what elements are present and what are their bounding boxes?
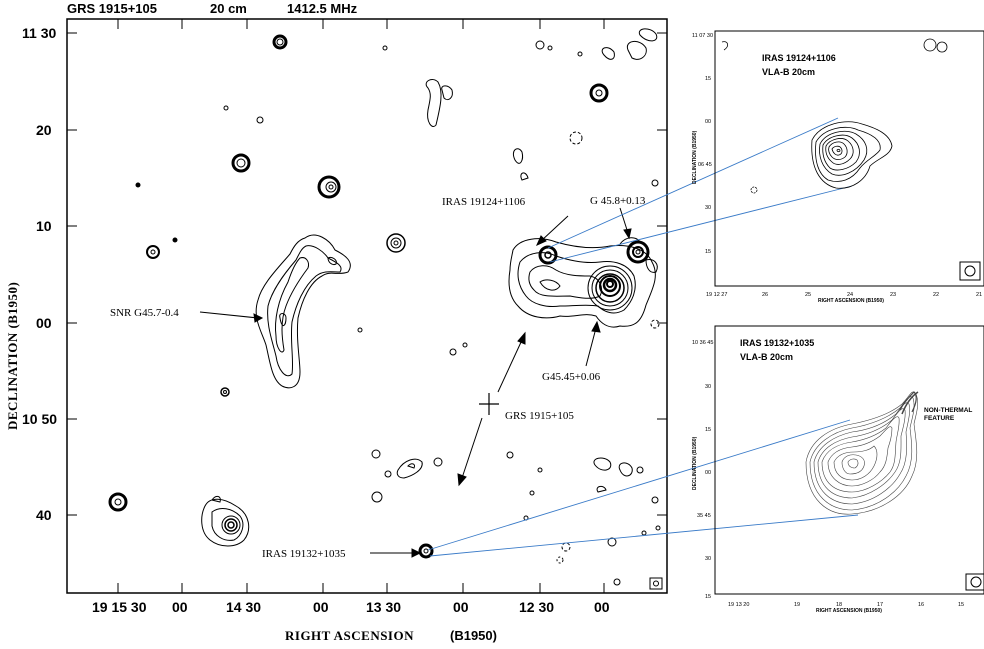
- noise-contours: [135, 40, 661, 586]
- inset-top-x-tick: 22: [933, 292, 939, 298]
- y-tick-label: 10 50: [22, 411, 57, 427]
- beam-ellipse: [653, 580, 659, 587]
- extended-source: [425, 28, 658, 493]
- beam-box: [649, 577, 663, 590]
- inset-top-x-tick: 26: [762, 292, 768, 298]
- inset-top-title: IRAS 19124+1106: [762, 53, 836, 63]
- contour-map: [108, 28, 661, 586]
- y-tick-label: 11 30: [22, 25, 56, 41]
- inset-top-x-tick: 19 12 27: [706, 292, 727, 298]
- compact-source: [220, 387, 230, 397]
- inset-bottom-x-tick: 19 13 20: [728, 602, 749, 608]
- inset-top-y-tick: 11 07 30: [692, 33, 713, 39]
- inset-bottom-y-tick: 35 45: [697, 513, 711, 519]
- snr-g45-7-shell: [255, 234, 351, 389]
- x-tick-label: 13 30: [366, 599, 401, 615]
- inset-bottom-feature-label: NON-THERMAL: [924, 407, 972, 414]
- inset-bottom-y-label: DECLINATION (B1950): [692, 436, 698, 490]
- inset-bottom-x-tick: 16: [918, 602, 924, 608]
- header-source: GRS 1915+105: [67, 1, 157, 16]
- annotation-arrows: [199, 207, 632, 558]
- inset-bottom-y-tick: 15: [705, 594, 711, 600]
- label-g45-8: G 45.8+0.13: [590, 195, 646, 207]
- compact-source: [589, 83, 609, 103]
- inset-bottom-x-tick: 17: [877, 602, 883, 608]
- inset-bottom-x-label: RIGHT ASCENSION (B1950): [816, 608, 882, 614]
- g45-complex: [508, 237, 658, 328]
- inset-bottom-title: IRAS 19132+1035: [740, 338, 814, 348]
- inset-top-y-tick: 15: [705, 76, 711, 82]
- compact-source: [108, 492, 128, 512]
- zoom-links: [427, 117, 859, 557]
- y-tick-label: 40: [36, 507, 52, 523]
- label-iras19132: IRAS 19132+1035: [262, 548, 346, 560]
- extended-source-sw: [201, 495, 250, 547]
- label-g45-45: G45.45+0.06: [542, 371, 601, 383]
- inset-bottom-y-tick: 30: [705, 384, 711, 390]
- x-axis-epoch: (B1950): [450, 628, 497, 643]
- compact-source: [386, 233, 406, 253]
- inset-bottom-y-tick: 00: [705, 470, 711, 476]
- x-tick-label: 19 15 30: [92, 599, 147, 615]
- label-iras19124: IRAS 19124+1106: [442, 196, 526, 208]
- inset-bottom-contours: [805, 391, 919, 515]
- inset-top: IRAS 19124+1106 VLA-B 20cm 11 07 30 15 0…: [692, 30, 984, 304]
- x-tick-label: 00: [453, 599, 469, 615]
- inset-top-y-tick: 15: [705, 249, 711, 255]
- inset-top-y-tick: 00: [705, 119, 711, 125]
- inset-bottom-subtitle: VLA-B 20cm: [740, 352, 793, 362]
- compact-source: [146, 245, 160, 259]
- compact-source: [418, 543, 434, 559]
- x-axis-label: RIGHT ASCENSION: [285, 628, 414, 643]
- inset-bottom: IRAS 19132+1035 VLA-B 20cm NON-THERMAL F…: [692, 325, 984, 614]
- header-frequency: 1412.5 MHz: [287, 1, 358, 16]
- inset-top-x-tick: 21: [976, 292, 982, 298]
- inset-top-x-tick: 23: [890, 292, 896, 298]
- inset-top-y-label: DECLINATION (B1950): [692, 130, 698, 184]
- inset-bottom-x-tick: 15: [958, 602, 964, 608]
- compact-source: [317, 175, 341, 199]
- extended-source-chain: [396, 458, 423, 479]
- header-wavelength: 20 cm: [210, 1, 247, 16]
- compact-source: [272, 34, 288, 50]
- x-tick-label: 12 30: [519, 599, 554, 615]
- inset-top-x-tick: 24: [847, 292, 853, 298]
- inset-top-subtitle: VLA-B 20cm: [762, 67, 815, 77]
- label-snr: SNR G45.7-0.4: [110, 307, 179, 319]
- inset-bottom-y-tick: 10 36 45: [692, 340, 713, 346]
- y-tick-label: 10: [36, 218, 52, 234]
- y-tick-label: 00: [36, 315, 52, 331]
- x-tick-label: 00: [594, 599, 610, 615]
- inset-top-x-tick: 25: [805, 292, 811, 298]
- inset-top-x-label: RIGHT ASCENSION (B1950): [818, 298, 884, 304]
- x-tick-label: 14 30: [226, 599, 261, 615]
- compact-source: [231, 153, 251, 173]
- inset-bottom-y-tick: 30: [705, 556, 711, 562]
- main-x-ticks: [117, 19, 605, 593]
- y-tick-label: 20: [36, 122, 52, 138]
- main-y-ticks: [67, 32, 667, 516]
- y-axis-label: DECLINATION (B1950): [5, 282, 20, 430]
- inset-bottom-y-tick: 15: [705, 427, 711, 433]
- inset-bottom-x-tick: 18: [836, 602, 842, 608]
- grs-marker: [479, 393, 499, 415]
- label-grs1915: GRS 1915+105: [505, 410, 574, 422]
- main-plot-frame: [66, 18, 668, 594]
- inset-top-y-tick: 06 45: [698, 162, 712, 168]
- x-tick-label: 00: [313, 599, 329, 615]
- x-tick-label: 00: [172, 599, 188, 615]
- inset-bottom-feature-label2: FEATURE: [924, 415, 955, 422]
- inset-top-contours: [721, 38, 948, 194]
- inset-top-y-tick: 30: [705, 205, 711, 211]
- inset-bottom-x-tick: 19: [794, 602, 800, 608]
